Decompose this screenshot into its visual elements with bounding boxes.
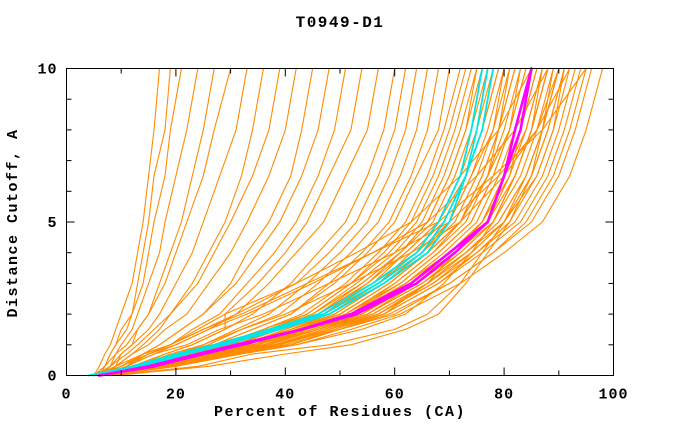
model-curve [98, 67, 565, 377]
model-curve [93, 67, 489, 377]
model-curve [104, 67, 554, 377]
model-curve [98, 67, 199, 377]
model-curve [109, 67, 587, 377]
highlight-magenta-curve [98, 67, 533, 377]
model-curve [104, 67, 527, 377]
highlight-magenta-curve [98, 67, 533, 377]
model-curve [98, 67, 297, 377]
model-curve [98, 67, 522, 377]
highlight-cyan-curve [98, 67, 495, 377]
model-curve [98, 67, 522, 377]
model-curve [109, 67, 560, 377]
model-curve [98, 67, 533, 377]
model-curve [98, 67, 248, 377]
x-tick-label: 40 [275, 387, 295, 404]
model-curve [93, 67, 407, 377]
model-curve [104, 67, 215, 377]
model-curve [93, 67, 161, 377]
chart-title: T0949-D1 [295, 14, 385, 32]
x-tick-label: 80 [494, 387, 514, 404]
highlight-cyan-curve [87, 67, 484, 377]
model-curve [104, 67, 483, 377]
y-tick-label: 10 [37, 62, 57, 79]
model-curve [98, 67, 549, 377]
x-axis-title: Percent of Residues (CA) [213, 404, 467, 421]
model-curve [115, 67, 565, 377]
x-tick-label: 60 [385, 387, 405, 404]
model-curve [93, 67, 232, 377]
y-tick-label: 5 [47, 215, 57, 232]
model-curve [104, 67, 264, 377]
model-curve [93, 67, 527, 377]
model-curve [93, 67, 281, 377]
x-tick-label: 20 [166, 387, 186, 404]
model-curve [104, 67, 604, 377]
y-tick-label: 0 [47, 369, 57, 386]
x-tick-label: 100 [598, 387, 628, 404]
model-curve [109, 67, 560, 377]
y-axis-title: Distance Cutoff, A [5, 128, 22, 318]
model-curve [98, 67, 533, 377]
x-tick-label: 0 [61, 387, 71, 404]
model-curve [93, 67, 182, 377]
model-curve [98, 67, 565, 377]
